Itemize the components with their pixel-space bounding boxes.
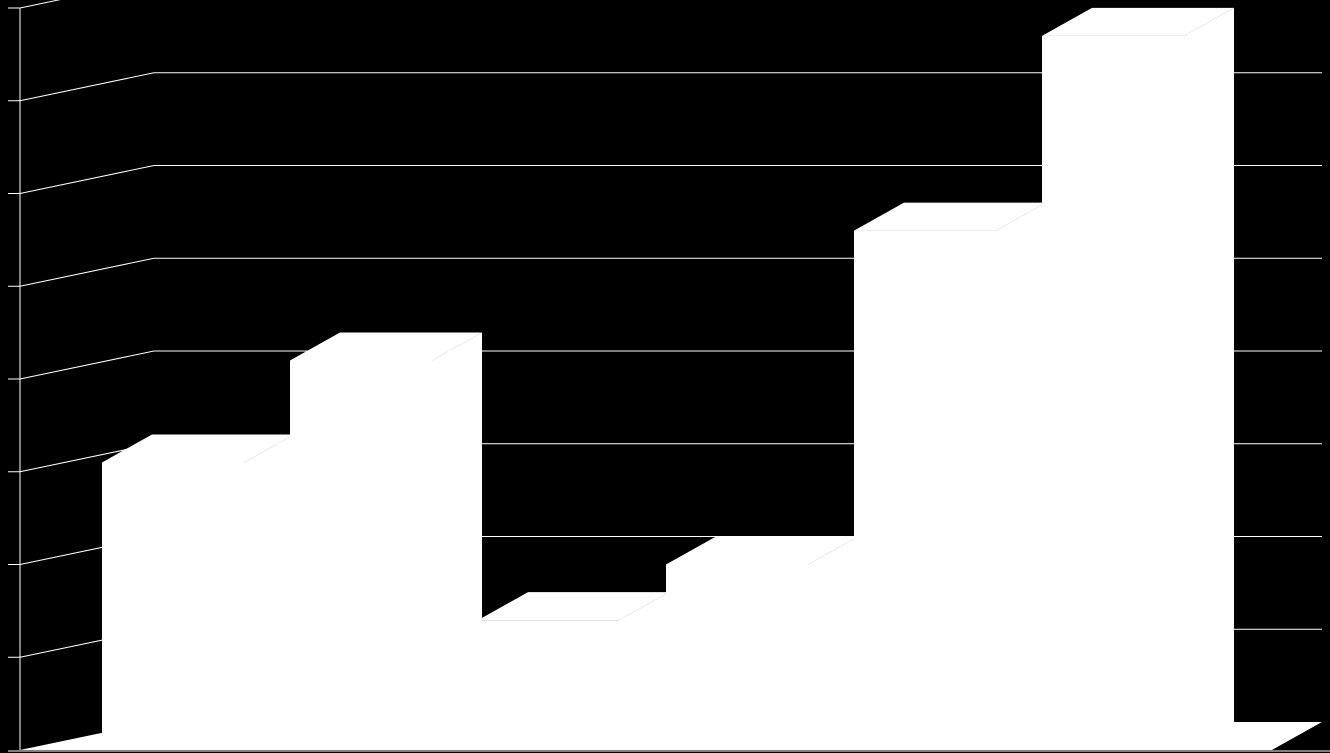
bar-front — [102, 462, 244, 750]
bar-4 — [854, 203, 1046, 750]
bar-0 — [102, 434, 294, 750]
bar-side — [808, 537, 858, 751]
bar-side — [244, 434, 294, 750]
bar-side — [1184, 8, 1234, 750]
bar-3d-chart — [0, 0, 1330, 753]
bar-3 — [666, 537, 858, 751]
bar-front — [290, 360, 432, 750]
bar-side — [996, 203, 1046, 750]
bar-front — [854, 231, 996, 750]
bar-5 — [1042, 8, 1234, 750]
bar-front — [1042, 36, 1184, 750]
bar-1 — [290, 332, 482, 750]
bar-side — [432, 332, 482, 750]
